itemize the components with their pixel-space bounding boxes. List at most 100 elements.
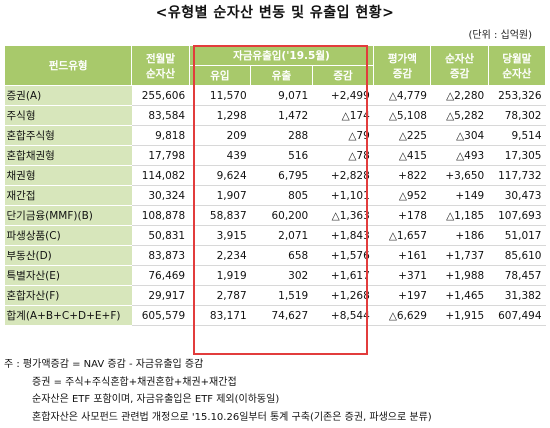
header-current-line2: 순자산 [502,67,532,80]
cell-name: 증권(A) [4,85,132,106]
cell-inflow: 9,624 [189,165,251,186]
cell-inflow: 2,787 [189,285,251,306]
table-row: 혼합채권형 17,798 439 516 △78 △415 △493 17,305 [4,145,546,166]
cell-cur: 253,326 [488,85,546,106]
cell-outflow: 74,627 [250,305,313,326]
cell-name: 특별자산(E) [4,265,132,286]
cell-net: +1,101 [312,185,374,206]
cell-name: 단기금융(MMF)(B) [4,205,132,226]
cell-inflow: 439 [189,145,251,166]
table-row: 혼합주식형 9,818 209 288 △79 △225 △304 9,514 [4,125,546,146]
cell-val: +161 [373,245,431,266]
header-current-line1: 당월말 [502,52,532,65]
cell-navchg: +1,737 [430,245,489,266]
cell-inflow: 3,915 [189,225,251,246]
cell-outflow: 60,200 [250,205,313,226]
cell-name: 부동산(D) [4,245,132,266]
cell-navchg: +1,915 [430,305,489,326]
cell-outflow: 516 [250,145,313,166]
cell-net: △78 [312,145,374,166]
cell-prev: 83,584 [131,105,190,126]
cell-navchg: △493 [430,145,489,166]
cell-net: +8,544 [312,305,374,326]
note-4: 혼합자산은 사모펀드 관련법 개정으로 '15.10.26일부터 통계 구축(기… [32,411,432,423]
cell-outflow: 805 [250,185,313,206]
cell-val: △1,657 [373,225,431,246]
cell-cur: 78,302 [488,105,546,126]
cell-net: +1,576 [312,245,374,266]
cell-inflow: 11,570 [189,85,251,106]
cell-navchg: △1,185 [430,205,489,226]
cell-name: 파생상품(C) [4,225,132,246]
header-nav-change-line2: 증감 [449,67,470,80]
cell-inflow: 1,919 [189,265,251,286]
fund-table: 펀드유형 전월말 순자산 자금유출입('19.5월) 평가액 증감 순자산 증감… [3,45,547,326]
cell-outflow: 6,795 [250,165,313,186]
cell-inflow: 83,171 [189,305,251,326]
header-prev-month: 전월말 순자산 [131,45,190,86]
cell-inflow: 1,298 [189,105,251,126]
table-row: 증권(A) 255,606 11,570 9,071 +2,499 △4,779 △2,28… [4,85,546,106]
page-title: <유형별 순자산 변동 및 유출입 현황> [155,5,395,21]
cell-net: △174 [312,105,374,126]
cell-val: △4,779 [373,85,431,106]
cell-cur: 107,693 [488,205,546,226]
cell-inflow: 1,907 [189,185,251,206]
table-row: 채권형 114,082 9,624 6,795 +2,828 +822 +3,650 117,… [4,165,546,186]
note-1: 주 : 평가액증감 = NAV 증감 - 자금유출입 증감 [4,359,204,370]
cell-prev: 29,917 [131,285,190,306]
header-nav-change-line1: 순자산 [445,52,475,65]
header-inflow: 유입 [188,65,252,86]
header-current-month: 당월말 순자산 [487,45,547,86]
cell-outflow: 1,519 [250,285,313,306]
cell-navchg: △5,282 [430,105,489,126]
header-net: 증감 [311,65,375,86]
cell-name: 재간접 [4,185,132,206]
table-row: 특별자산(E) 76,469 1,919 302 +1,617 +371 +1,988 78,… [4,265,546,286]
cell-cur: 117,732 [488,165,546,186]
header-outflow: 유출 [250,65,313,86]
cell-name: 합계(A+B+C+D+E+F) [4,305,132,326]
cell-prev: 108,878 [131,205,190,226]
cell-navchg: +3,650 [430,165,489,186]
header-fund-type: 펀드유형 [3,45,133,86]
cell-net: +2,828 [312,165,374,186]
cell-val: +822 [373,165,431,186]
table-row: 파생상품(C) 50,831 3,915 2,071 +1,843 △1,657 +186 5… [4,225,546,246]
cell-outflow: 2,071 [250,225,313,246]
table-row: 부동산(D) 83,873 2,234 658 +1,576 +161 +1,737 85,6… [4,245,546,266]
header-nav-change: 순자산 증감 [430,45,489,86]
header-flow-group: 자금유출입('19.5월) [188,45,375,66]
cell-cur: 30,473 [488,185,546,206]
cell-navchg: +186 [430,225,489,246]
cell-cur: 85,610 [488,245,546,266]
cell-net: △1,363 [312,205,374,226]
cell-navchg: +1,465 [430,285,489,306]
cell-inflow: 58,837 [189,205,251,226]
cell-net: +1,268 [312,285,374,306]
cell-name: 혼합채권형 [4,145,132,166]
note-3: 순자산은 ETF 포함이며, 자금유출입은 ETF 제외(이하동일) [32,394,280,405]
cell-cur: 607,494 [488,305,546,326]
cell-cur: 31,382 [488,285,546,306]
header-valuation-line1: 평가액 [387,52,417,65]
cell-net: +2,499 [312,85,374,106]
cell-prev: 83,873 [131,245,190,266]
header-prev-month-line1: 전월말 [146,52,175,65]
cell-val: △6,629 [373,305,431,326]
cell-outflow: 302 [250,265,313,286]
header-prev-month-line2: 순자산 [146,67,175,80]
cell-net: +1,617 [312,265,374,286]
cell-name: 채권형 [4,165,132,186]
cell-val: △415 [373,145,431,166]
cell-name: 혼합주식형 [4,125,132,146]
cell-net: +1,843 [312,225,374,246]
cell-outflow: 1,472 [250,105,313,126]
cell-val: +178 [373,205,431,226]
cell-outflow: 288 [250,125,313,146]
cell-prev: 30,324 [131,185,190,206]
cell-navchg: +1,988 [430,265,489,286]
cell-val: △952 [373,185,431,206]
cell-prev: 50,831 [131,225,190,246]
table-row: 재간접 30,324 1,907 805 +1,101 △952 +149 30,473 [4,185,546,206]
